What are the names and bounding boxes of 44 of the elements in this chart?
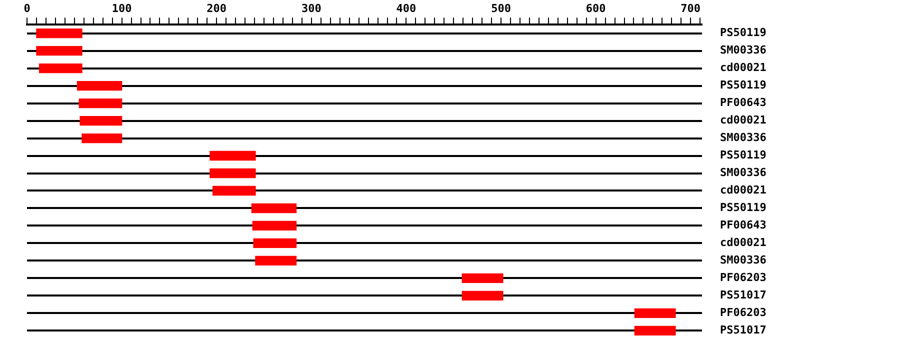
x-tick-label: 600 — [586, 2, 606, 15]
bar — [634, 308, 676, 318]
y-tick-label: PF06203 — [720, 306, 766, 320]
y-tick-label: cd00021 — [720, 61, 767, 74]
bar — [78, 98, 122, 108]
bar — [634, 326, 676, 336]
y-tick-label: SM00336 — [720, 44, 767, 57]
y-tick-label: cd00021 — [720, 184, 767, 197]
x-tick-label: 200 — [206, 2, 227, 15]
y-tick-label: cd00021 — [720, 236, 767, 250]
bar — [210, 168, 256, 178]
bar — [252, 220, 297, 231]
bar — [251, 203, 297, 214]
y-tick-label: cd00021 — [720, 114, 767, 127]
bar — [462, 273, 504, 284]
y-tick-label: PF00643 — [720, 218, 766, 232]
y-tick-label: PS51017 — [720, 288, 766, 302]
y-tick-label: SM00336 — [720, 131, 767, 144]
bar — [36, 28, 82, 38]
bar — [76, 80, 122, 91]
bar — [212, 186, 256, 196]
bar — [255, 256, 297, 266]
bar — [253, 238, 297, 248]
bar — [80, 116, 122, 126]
x-tick-label: 0 — [24, 2, 30, 15]
x-tick-label: 300 — [301, 2, 322, 15]
x-tick-label: 400 — [396, 2, 416, 15]
y-tick-label: PS50119 — [720, 148, 766, 162]
bar — [82, 133, 122, 144]
x-tick-label: 500 — [491, 2, 511, 15]
bar — [462, 290, 504, 301]
y-tick-label: SM00336 — [720, 166, 767, 180]
y-tick-label: SM00336 — [720, 254, 767, 267]
y-tick-label: PS50119 — [720, 26, 766, 40]
bar — [210, 150, 256, 161]
y-tick-label: PS50119 — [720, 201, 766, 214]
y-tick-label: PS50119 — [720, 78, 766, 92]
bar — [36, 46, 82, 56]
y-tick-label: PS51017 — [720, 324, 766, 337]
x-tick-label: 700 — [680, 2, 701, 15]
bar — [38, 63, 82, 74]
y-tick-label: PF00643 — [720, 96, 766, 110]
y-tick-label: PF06203 — [720, 271, 766, 284]
x-tick-label: 100 — [112, 2, 132, 15]
